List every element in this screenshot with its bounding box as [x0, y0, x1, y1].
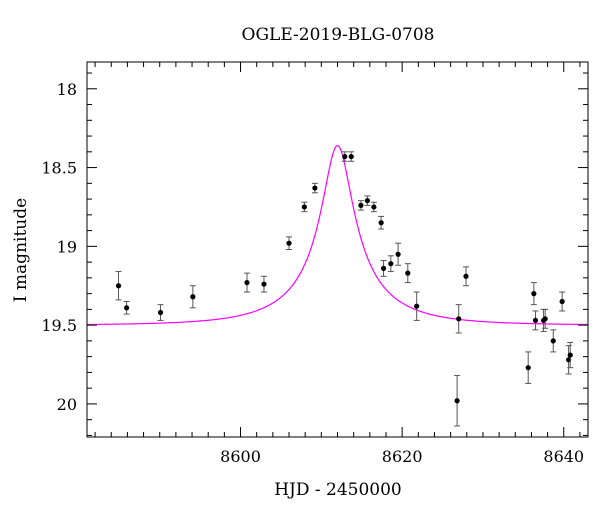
point-marker — [550, 338, 556, 344]
point-marker — [380, 265, 387, 272]
point-marker — [190, 294, 196, 300]
y-tick-label: 19.5 — [41, 316, 77, 335]
point-marker — [244, 279, 250, 286]
y-tick-label: 20 — [57, 395, 77, 414]
data-point — [413, 291, 420, 321]
point-marker — [123, 305, 130, 311]
x-tick-label: 8640 — [543, 447, 584, 466]
x-tick-label: 8600 — [220, 447, 261, 466]
data-point — [243, 272, 250, 293]
data-point — [115, 271, 122, 301]
point-marker — [525, 365, 531, 371]
point-marker — [301, 204, 307, 210]
data-point — [567, 341, 574, 369]
point-marker — [532, 317, 539, 324]
plot-frame — [86, 61, 589, 438]
y-tick-label: 18 — [57, 80, 77, 99]
point-marker — [454, 398, 460, 404]
point-marker — [157, 309, 164, 316]
data-point — [559, 291, 566, 312]
data-point — [455, 304, 462, 334]
point-marker — [388, 261, 394, 267]
axis-ticks: 8600 8620 8640 18 18.5 19 19.5 20 — [41, 62, 588, 466]
y-tick-label: 18.5 — [41, 159, 77, 178]
data-point — [380, 260, 387, 277]
data-point — [301, 201, 308, 213]
point-marker — [286, 240, 292, 246]
data-point — [357, 200, 364, 211]
point-marker — [342, 153, 348, 160]
data-point — [530, 282, 537, 306]
point-marker — [364, 198, 370, 204]
data-point — [395, 242, 402, 266]
data-point — [378, 215, 385, 230]
data-point — [525, 351, 532, 384]
data-point — [260, 275, 267, 293]
point-marker — [115, 283, 122, 289]
data-point — [364, 195, 371, 206]
point-marker — [358, 202, 364, 208]
data-point — [462, 266, 469, 287]
plot-layer — [87, 144, 588, 427]
data-point — [550, 329, 557, 353]
point-marker — [542, 316, 548, 322]
data-point — [123, 300, 130, 315]
data-point — [532, 310, 539, 331]
point-marker — [378, 220, 384, 226]
point-marker — [261, 281, 267, 287]
data-point — [370, 201, 377, 213]
data-point — [348, 151, 355, 162]
data-point — [286, 236, 293, 250]
data-point — [404, 263, 411, 284]
data-point — [387, 255, 394, 273]
point-marker — [371, 204, 377, 210]
model-curve — [87, 144, 588, 326]
data-point — [157, 304, 164, 321]
data-point — [454, 375, 461, 427]
point-marker — [559, 298, 565, 305]
point-marker — [348, 153, 354, 160]
point-marker — [312, 185, 318, 191]
data-point — [311, 182, 318, 194]
data-point — [189, 285, 196, 309]
y-tick-label: 19 — [57, 237, 77, 256]
point-marker — [463, 273, 469, 279]
point-marker — [567, 352, 573, 358]
chart-title: OGLE-2019-BLG-0708 — [242, 25, 435, 45]
point-marker — [395, 251, 401, 257]
point-marker — [456, 316, 462, 322]
point-marker — [531, 291, 537, 297]
point-marker — [414, 303, 420, 309]
data-point — [542, 308, 549, 329]
x-tick-label: 8620 — [382, 447, 423, 466]
x-axis-label: HJD - 2450000 — [274, 480, 402, 500]
point-marker — [405, 270, 411, 276]
data-point — [341, 151, 348, 162]
y-axis-label: I magnitude — [11, 198, 31, 302]
